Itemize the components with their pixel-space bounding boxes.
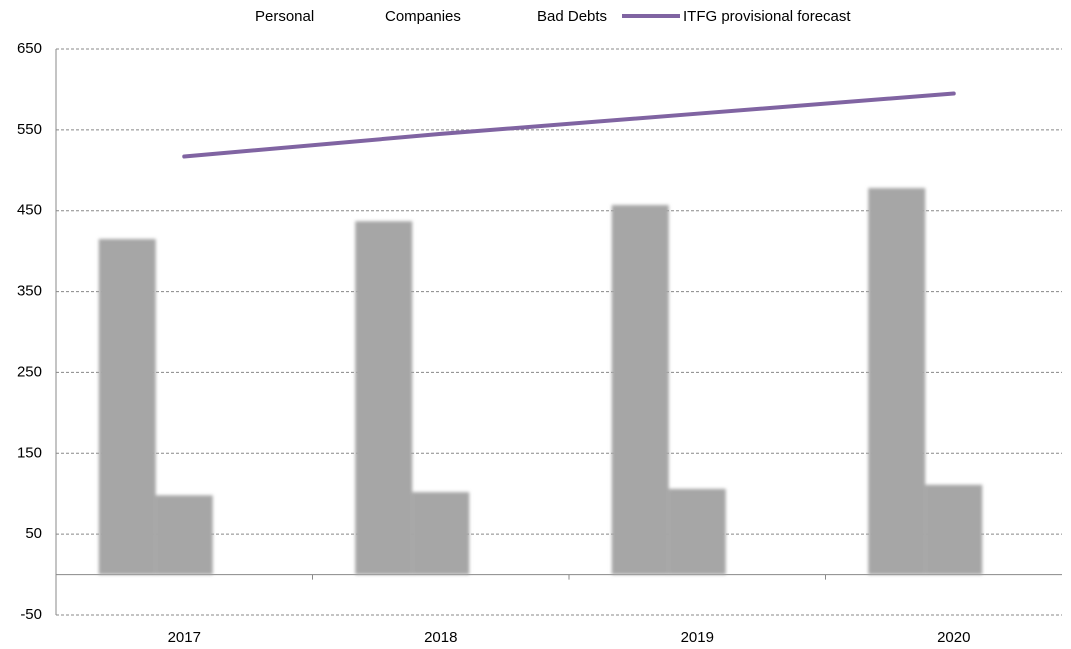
bar xyxy=(611,205,669,575)
y-tick-label: 650 xyxy=(17,40,42,57)
y-tick-label: 550 xyxy=(17,121,42,138)
bar xyxy=(355,221,413,575)
legend-label: Bad Debts xyxy=(537,8,607,25)
y-tick-label: 150 xyxy=(17,444,42,461)
x-tick-label: 2018 xyxy=(424,629,457,646)
legend-label: ITFG provisional forecast xyxy=(683,8,851,25)
bar xyxy=(868,188,926,575)
x-tick-label: 2020 xyxy=(937,629,970,646)
bar xyxy=(668,488,726,575)
legend-label: Companies xyxy=(385,8,461,25)
line-series xyxy=(182,91,956,159)
y-tick-label: 450 xyxy=(17,202,42,219)
bar xyxy=(155,495,213,575)
x-tick-label: 2017 xyxy=(168,629,201,646)
y-tick-label: 250 xyxy=(17,363,42,380)
legend-label: Personal xyxy=(255,8,314,25)
bar xyxy=(98,239,156,575)
x-tick-label: 2019 xyxy=(681,629,714,646)
bars xyxy=(98,188,983,575)
bar xyxy=(412,492,470,575)
bar xyxy=(925,484,983,575)
y-tick-label: -50 xyxy=(20,606,42,623)
y-tick-label: 50 xyxy=(25,525,42,542)
y-tick-label: 350 xyxy=(17,283,42,300)
